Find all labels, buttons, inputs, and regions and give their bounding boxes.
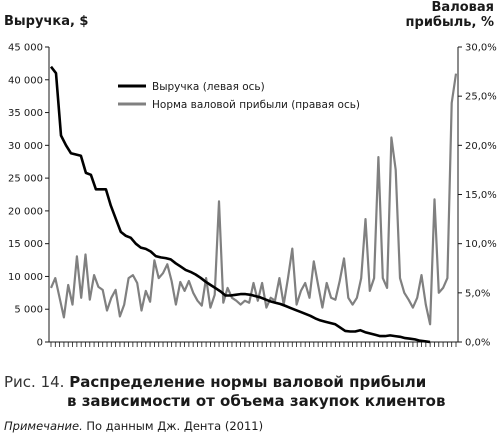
figure-number: Рис. 14. [4,373,65,391]
legend-label-revenue: Выручка (левая ось) [152,81,265,93]
figure-title-line1: Распределение нормы валовой прибыли [69,373,427,391]
right-axis-title-text: Валовая прибыль, % [405,0,494,30]
x-axis [49,341,458,347]
chart-canvas: 0 5 000 10 000 15 000 20 000 25 000 30 000 35 0… [8,43,497,349]
left-tick-label: 5 000 [14,305,43,316]
right-tick-label: 25,0% [465,92,497,103]
left-tick-label: 15 000 [8,239,43,250]
right-tick-label: 15,0% [465,190,497,201]
right-tick-label: 0,0% [465,338,490,349]
chart-legend: Выручка (левая ось) Норма валовой прибыл… [118,81,360,111]
left-tick-label: 0 [37,338,43,349]
left-tick-label: 45 000 [8,43,43,54]
figure-title-line2: в зависимости от объема закупок клиентов [67,392,446,410]
left-tick-label: 35 000 [8,108,43,119]
left-tick-label: 10 000 [8,272,43,283]
series-layer [49,65,458,344]
left-tick-label: 25 000 [8,174,43,185]
left-tick-label: 40 000 [8,75,43,86]
left-tick-label: 20 000 [8,206,43,217]
series-line-margin [49,73,458,326]
right-axis: 0,0% 5,0% 10,0% 15,0% 20,0% 25,0% 30,0% [457,43,497,349]
figure-note: Примечание. По данным Дж. Дента (2011) [4,419,263,433]
right-tick-label: 20,0% [465,141,497,152]
note-text: По данным Дж. Дента (2011) [82,419,264,433]
right-tick-label: 5,0% [465,288,490,299]
right-tick-label: 30,0% [465,43,497,54]
right-axis-title: Валовая прибыль, % [384,0,494,30]
note-label: Примечание. [4,419,83,433]
figure-caption: Рис. 14. Распределение нормы валовой при… [4,373,496,411]
left-tick-label: 30 000 [8,141,43,152]
legend-label-margin: Норма валовой прибыли (правая ось) [152,99,360,111]
left-axis-title: Выручка, $ [4,14,89,29]
right-tick-label: 10,0% [465,239,497,250]
left-axis: 0 5 000 10 000 15 000 20 000 25 000 30 000 35 0… [8,43,50,349]
series-line-revenue [49,65,431,344]
